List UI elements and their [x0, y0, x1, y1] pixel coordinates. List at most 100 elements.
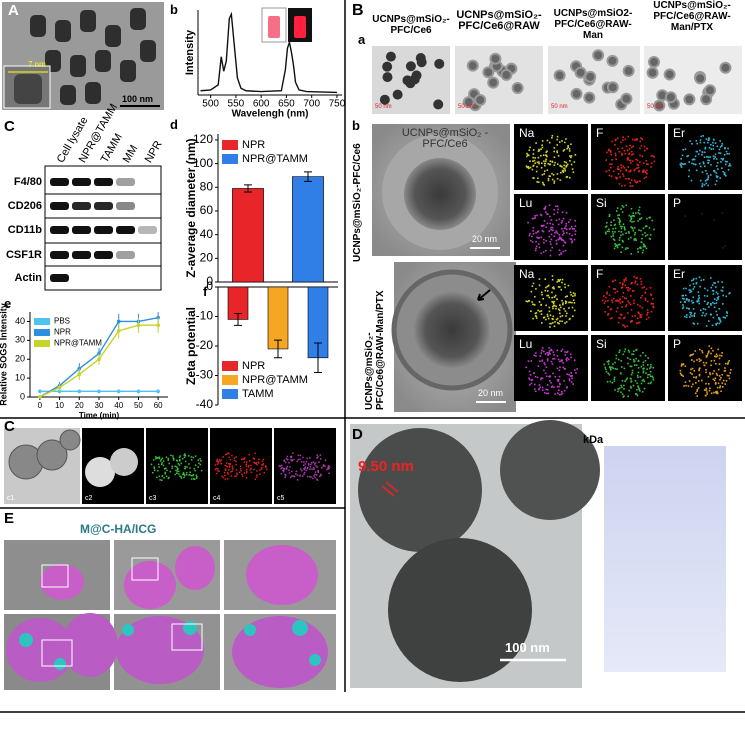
map-dot: [542, 251, 545, 253]
map-dot: [547, 179, 550, 182]
band: [72, 251, 91, 259]
map-dot: [546, 290, 549, 292]
map-dot: [637, 311, 640, 314]
map-dot: [724, 163, 727, 166]
map-dot: [646, 376, 649, 379]
map-dot: [224, 474, 226, 477]
map-dot: [624, 228, 626, 231]
map-dot: [228, 466, 231, 468]
map-dot: [701, 212, 703, 215]
map-dot: [687, 155, 690, 157]
map-dot: [552, 174, 555, 176]
map-dot: [160, 458, 163, 461]
map-dot: [549, 322, 551, 325]
map-dot: [190, 474, 192, 477]
map-dot: [542, 297, 544, 300]
map-dot: [548, 235, 551, 238]
map-dot: [262, 463, 264, 466]
map-dot: [718, 363, 721, 365]
map-dot: [558, 360, 561, 363]
map-dot: [180, 462, 183, 465]
map-dot: [290, 455, 293, 458]
map-dot: [685, 298, 688, 301]
map-dot: [324, 459, 327, 461]
map-dot: [608, 169, 610, 172]
map-dot: [630, 217, 633, 219]
map-dot: [617, 214, 619, 217]
map-dot: [712, 148, 715, 150]
map-dot: [189, 467, 191, 469]
map-dot: [531, 285, 534, 287]
sem-images: [4, 540, 336, 690]
map-dot: [547, 294, 550, 297]
map-dot: [645, 225, 648, 227]
map-dot: [553, 182, 556, 184]
map-dot: [701, 154, 703, 156]
legend-label: NPR@TAMM: [242, 153, 308, 165]
map-dot: [548, 296, 551, 299]
y-tick-label: -40: [196, 397, 214, 411]
map-dot: [695, 169, 698, 172]
map-dot: [643, 170, 645, 172]
map-dot: [547, 354, 549, 356]
map-dot: [569, 238, 572, 240]
map-dot: [527, 165, 530, 168]
map-dot: [572, 315, 574, 318]
map-dot: [562, 250, 565, 253]
map-dot: [564, 169, 566, 172]
row-a-particles: [379, 49, 732, 112]
map-dot: [635, 239, 637, 241]
map-dot: [681, 297, 684, 300]
map-dot: [645, 318, 648, 320]
map-dot: [625, 305, 627, 308]
map-dot: [576, 368, 578, 370]
map-dot: [640, 313, 643, 316]
map-dot: [565, 358, 568, 361]
map-dot: [536, 181, 538, 183]
map-dot: [642, 371, 645, 374]
map-dot: [638, 218, 641, 221]
band: [50, 274, 69, 282]
map-dot: [557, 208, 559, 211]
map-dot: [246, 470, 248, 473]
band: [94, 251, 113, 259]
map-dot: [553, 354, 555, 356]
map-dot: [631, 146, 633, 149]
map-dot: [634, 315, 636, 317]
inset-particle: [14, 74, 42, 104]
map-dot: [618, 243, 621, 246]
map-dot: [544, 154, 547, 157]
map-dot: [649, 234, 652, 236]
map-dot: [710, 302, 712, 305]
map-dot: [718, 322, 721, 325]
map-dot: [649, 375, 652, 378]
map-dot: [567, 146, 570, 149]
map-dot: [548, 175, 551, 177]
map-dot: [642, 368, 644, 370]
map-dot: [532, 217, 535, 220]
map-dot: [176, 460, 179, 462]
map-dot: [295, 473, 297, 475]
map-dot: [627, 362, 629, 365]
map-dot: [564, 351, 566, 353]
map-dot: [608, 360, 610, 363]
blot-label: Actin: [15, 272, 43, 284]
map-dot: [633, 358, 635, 361]
map-dot: [241, 475, 244, 478]
map-dot: [546, 315, 549, 318]
map-dot: [614, 245, 617, 248]
map-dot: [547, 213, 549, 215]
map-dot: [707, 383, 710, 385]
map-dot: [611, 301, 614, 303]
map-dot: [722, 170, 725, 173]
map-dot: [729, 164, 732, 167]
scale-label: 50 nm: [551, 104, 568, 110]
map-dot: [703, 141, 706, 144]
map-dot: [632, 290, 635, 292]
map-dot: [541, 386, 544, 389]
legend-label: NPR: [242, 139, 265, 151]
map-dot: [265, 466, 267, 468]
map-dot: [627, 300, 629, 303]
map-dot: [303, 468, 305, 470]
map-dot: [721, 290, 724, 292]
